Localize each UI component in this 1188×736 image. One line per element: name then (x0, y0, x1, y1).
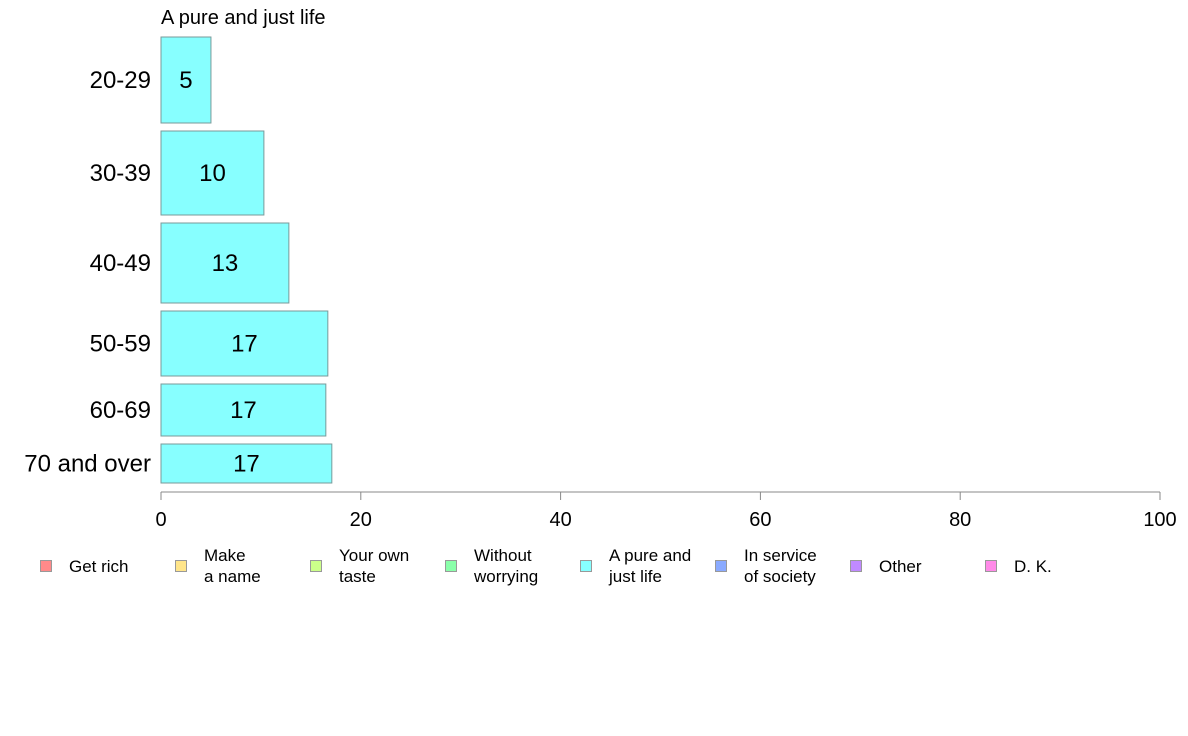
legend-label: A pure and just life (609, 546, 692, 586)
bar-value-label: 13 (212, 250, 239, 277)
legend-item: Other (850, 541, 922, 591)
legend-swatch (985, 560, 997, 572)
x-tick-label: 100 (1143, 509, 1176, 531)
legend-label: In service of society (744, 546, 817, 586)
x-tick-label: 0 (155, 509, 166, 531)
legend: Get rich Make a name Your own taste Without… (0, 541, 1188, 591)
legend-item: In service of society (715, 541, 817, 591)
category-label: 50-59 (90, 331, 151, 358)
legend-swatch (850, 560, 862, 572)
category-label: 70 and over (24, 451, 151, 478)
legend-label: Get rich (69, 556, 129, 576)
legend-item: Get rich (40, 541, 129, 591)
chart-title: A pure and just life (161, 7, 326, 29)
category-label: 40-49 (90, 250, 151, 277)
legend-item: Make a name (175, 541, 261, 591)
bar-chart: A pure and just life 5 20-29 10 30-39 13 40-4… (24, 7, 1177, 531)
bar-5 (160, 443, 333, 484)
legend-swatch (445, 560, 457, 572)
legend-label: Without worrying (474, 546, 539, 586)
x-tick-label: 40 (549, 509, 571, 531)
legend-item: Without worrying (445, 541, 538, 591)
category-label: 20-29 (90, 67, 151, 94)
bar-2 (160, 222, 290, 304)
category-label: 60-69 (90, 397, 151, 424)
x-tick-label: 20 (350, 509, 372, 531)
bar-value-label: 17 (233, 451, 260, 478)
bar-0 (160, 36, 212, 124)
legend-label: Your own taste (339, 546, 410, 586)
legend-label: Make a name (204, 546, 261, 586)
legend-label: Other (879, 556, 922, 576)
bar-value-label: 10 (199, 160, 226, 187)
bar-3 (160, 310, 329, 377)
bar-1 (160, 130, 265, 216)
legend-label: D. K. (1014, 556, 1052, 576)
legend-swatch (580, 560, 592, 572)
bar-value-label: 17 (231, 331, 258, 358)
bar-value-label: 5 (179, 67, 192, 94)
legend-swatch (715, 560, 727, 572)
legend-swatch (310, 560, 322, 572)
x-axis: 0 20 40 60 80 100 (155, 491, 1177, 531)
bar-value-label: 17 (230, 397, 257, 424)
bars-layer: 5 20-29 10 30-39 13 40-49 17 50-59 17 60-69 17 70 a… (24, 36, 333, 484)
legend-item: A pure and just life (580, 541, 691, 591)
legend-swatch (40, 560, 52, 572)
legend-item: D. K. (985, 541, 1052, 591)
legend-item: Your own taste (310, 541, 409, 591)
x-tick-label: 60 (749, 509, 771, 531)
legend-swatch (175, 560, 187, 572)
x-tick-label: 80 (949, 509, 971, 531)
bar-4 (160, 383, 327, 437)
category-label: 30-39 (90, 160, 151, 187)
